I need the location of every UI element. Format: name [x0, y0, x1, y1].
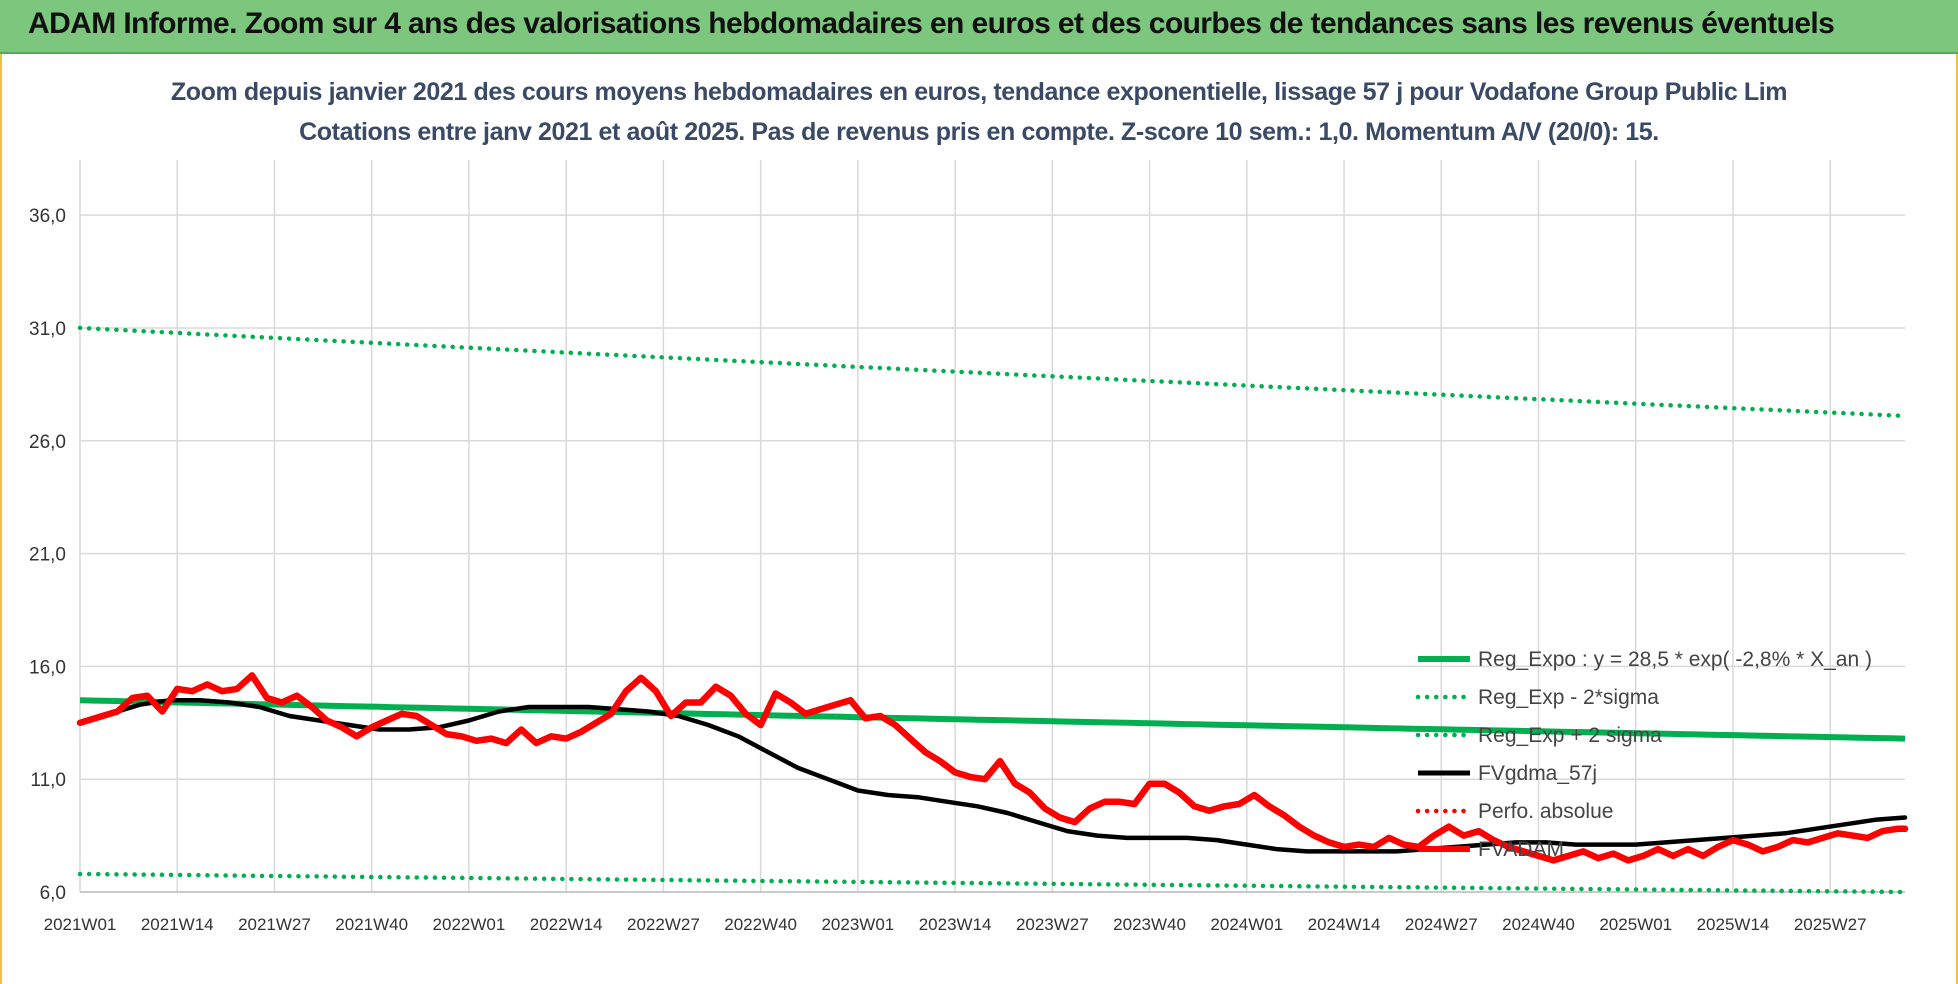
x-tick-label: 2024W01	[1210, 915, 1283, 934]
legend-label: FVgdma_57j	[1478, 762, 1597, 785]
y-tick-label: 21,0	[29, 545, 66, 566]
x-tick-label: 2023W27	[1016, 915, 1089, 934]
reg-expo-line	[79, 697, 1906, 742]
legend-label: Reg_Exp - 2*sigma	[1478, 686, 1659, 709]
y-tick-label: 31,0	[29, 319, 66, 340]
legend-label: Perfo. absolue	[1478, 800, 1613, 823]
legend-label: Reg_Exp + 2 sigma	[1478, 724, 1662, 747]
legend-label: Reg_Expo : y = 28,5 * exp( -2,8% * X_an …	[1478, 648, 1872, 671]
x-axis-ticks: 2021W01 2021W14 2021W27 2021W40 2022W01 2022W…	[44, 915, 1867, 934]
x-tick-label: 2023W14	[919, 915, 992, 934]
x-tick-label: 2023W01	[821, 915, 894, 934]
chart-title-line-2: Cotations entre janv 2021 et août 2025. …	[299, 118, 1659, 146]
legend-label: FVADAM	[1478, 838, 1564, 861]
title-banner: ADAM Informe. Zoom sur 4 ans des valoris…	[0, 0, 1958, 54]
x-tick-label: 2025W14	[1697, 915, 1770, 934]
reg-exp-minus-2sigma-line	[77, 871, 1908, 895]
y-tick-label: 11,0	[30, 770, 66, 791]
x-tick-label: 2022W27	[627, 915, 700, 934]
legend: Reg_Expo : y = 28,5 * exp( -2,8% * X_an …	[1415, 648, 1872, 861]
x-tick-label: 2024W27	[1405, 915, 1478, 934]
reg-exp-plus-2sigma-line	[77, 325, 1908, 419]
x-tick-label: 2021W27	[238, 915, 311, 934]
series-lines	[76, 325, 1909, 895]
x-tick-label: 2022W14	[530, 915, 603, 934]
x-tick-label: 2025W27	[1794, 915, 1867, 934]
x-tick-label: 2021W14	[141, 915, 214, 934]
y-tick-label: 36,0	[29, 206, 66, 227]
x-tick-label: 2021W40	[335, 915, 408, 934]
grid-lines	[79, 160, 1905, 893]
y-tick-label: 26,0	[29, 432, 66, 453]
x-tick-label: 2024W14	[1308, 915, 1381, 934]
x-tick-label: 2021W01	[44, 915, 117, 934]
banner-title: ADAM Informe. Zoom sur 4 ans des valoris…	[28, 7, 1835, 40]
x-tick-label: 2022W40	[724, 915, 797, 934]
chart-frame	[0, 54, 1958, 984]
x-tick-label: 2024W40	[1502, 915, 1575, 934]
y-axis-ticks: 6,0 11,0 16,0 21,0 26,0 31,0 36,0	[29, 206, 66, 904]
x-tick-label: 2023W40	[1113, 915, 1186, 934]
chart-title-line-1: Zoom depuis janvier 2021 des cours moyen…	[170, 78, 1788, 106]
x-tick-label: 2025W01	[1599, 915, 1672, 934]
fvgdma-57j-line	[77, 697, 1908, 854]
y-tick-label: 16,0	[29, 657, 66, 678]
y-tick-label: 6,0	[40, 883, 66, 904]
fvadam-line	[76, 672, 1909, 864]
x-tick-label: 2022W01	[433, 915, 506, 934]
